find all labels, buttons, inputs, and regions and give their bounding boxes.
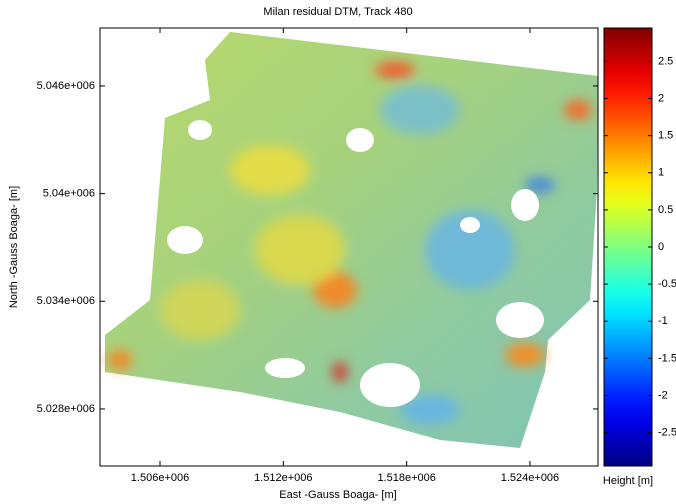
colorbar-tick-label: 0	[658, 241, 664, 253]
colorbar-tick-label: 1	[658, 167, 664, 179]
x-tick-label: 1.524e+006	[501, 472, 559, 484]
colorbar-title: Height [m]	[603, 475, 653, 487]
colorbar	[604, 28, 652, 466]
colorbar-tick-label: 2.5	[658, 55, 673, 67]
y-tick-label: 5.046e+006	[37, 80, 95, 92]
y-tick-label: 5.04e+006	[43, 188, 95, 200]
y-tick-label: 5.028e+006	[37, 403, 95, 415]
y-axis-title: North -Gauss Boaga- [m]	[8, 186, 20, 308]
colorbar-tick-label: -1	[658, 315, 668, 327]
colorbar-tick-label: 1.5	[658, 130, 673, 142]
colorbar-tick-label: -2	[658, 389, 668, 401]
colorbar-tick-label: -0.5	[658, 278, 676, 290]
x-axis-title: East -Gauss Boaga- [m]	[279, 489, 396, 501]
chart: Milan residual DTM, Track 480	[0, 0, 676, 504]
y-tick-label: 5.034e+006	[37, 295, 95, 307]
colorbar-tick-label: 2	[658, 92, 664, 104]
x-tick-label: 1.518e+006	[377, 472, 435, 484]
colorbar-tick-label: -1.5	[658, 352, 676, 364]
colorbar-tick-label: 0.5	[658, 204, 673, 216]
map-area	[105, 32, 598, 448]
x-tick-label: 1.506e+006	[131, 472, 189, 484]
colorbar-tick-label: -2.5	[658, 426, 676, 438]
x-tick-label: 1.512e+006	[254, 472, 312, 484]
chart-title: Milan residual DTM, Track 480	[263, 6, 412, 18]
